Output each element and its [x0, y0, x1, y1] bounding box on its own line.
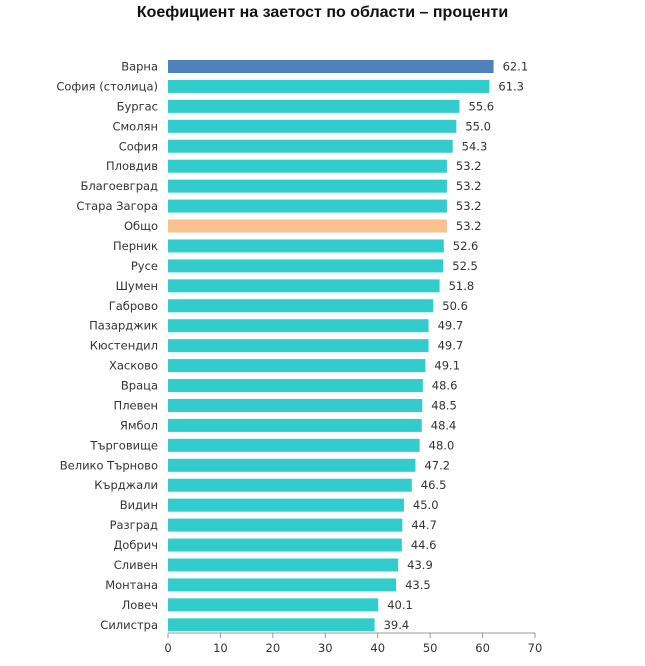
- bar: [168, 618, 375, 632]
- x-tick-label: 10: [213, 641, 228, 655]
- bar: [168, 299, 434, 313]
- bar: [168, 438, 420, 452]
- bar: [168, 79, 490, 93]
- data-label: 49.1: [434, 359, 460, 373]
- bar: [168, 518, 403, 532]
- data-label: 48.5: [431, 398, 457, 412]
- bar: [168, 119, 457, 133]
- data-label: 47.2: [424, 458, 450, 472]
- x-tick-label: 30: [318, 641, 333, 655]
- data-label: 44.7: [411, 518, 437, 532]
- data-label: 62.1: [503, 60, 529, 74]
- x-tick-label: 50: [423, 641, 438, 655]
- data-label: 53.2: [456, 219, 482, 233]
- bar: [168, 179, 447, 193]
- bar: [168, 199, 447, 213]
- bar: [168, 398, 423, 412]
- data-label: 53.2: [456, 179, 482, 193]
- data-label: 39.4: [384, 618, 410, 632]
- data-label: 51.8: [449, 279, 475, 293]
- category-label: София (столица): [56, 79, 158, 93]
- bar: [168, 359, 426, 373]
- category-label: Варна: [121, 60, 158, 74]
- category-label: Ямбол: [120, 418, 158, 432]
- category-label: Перник: [113, 239, 158, 253]
- category-label: София: [119, 139, 158, 153]
- data-label: 52.5: [452, 259, 478, 273]
- x-tick-label: 40: [370, 641, 385, 655]
- category-label: Общо: [124, 219, 158, 233]
- data-label: 48.0: [429, 438, 455, 452]
- data-label: 49.7: [438, 339, 464, 353]
- bar: [168, 558, 399, 572]
- category-label: Стара Загора: [76, 199, 158, 213]
- category-label: Кюстендил: [90, 339, 158, 353]
- bar: [168, 578, 397, 592]
- data-label: 43.5: [405, 578, 431, 592]
- category-label: Шумен: [116, 279, 158, 293]
- category-label: Бургас: [117, 99, 158, 113]
- data-label: 55.6: [469, 99, 495, 113]
- category-label: Русе: [131, 259, 158, 273]
- bar: [168, 99, 460, 113]
- bar: [168, 259, 444, 273]
- bar: [168, 379, 423, 393]
- x-tick-label: 60: [475, 641, 490, 655]
- category-label: Смолян: [112, 119, 158, 133]
- data-label: 61.3: [498, 79, 524, 93]
- category-label: Кърджали: [94, 478, 158, 492]
- data-label: 53.2: [456, 199, 482, 213]
- x-tick-label: 20: [266, 641, 281, 655]
- bar: [168, 498, 404, 512]
- category-label: Габрово: [109, 299, 158, 313]
- data-label: 46.5: [421, 478, 447, 492]
- bar: [168, 458, 416, 472]
- x-tick-label: 70: [528, 641, 543, 655]
- data-label: 54.3: [462, 139, 488, 153]
- category-label: Ловеч: [122, 598, 158, 612]
- category-label: Благоевград: [80, 179, 158, 193]
- bar: [168, 538, 402, 552]
- data-label: 53.2: [456, 159, 482, 173]
- category-label: Сливен: [114, 558, 158, 572]
- bar: [168, 279, 440, 293]
- data-label: 43.9: [407, 558, 433, 572]
- bar: [168, 319, 429, 333]
- bar: [168, 418, 422, 432]
- x-tick-label: 0: [164, 641, 171, 655]
- bar: [168, 219, 447, 233]
- category-label: Търговище: [89, 438, 158, 452]
- data-label: 52.6: [453, 239, 479, 253]
- category-label: Монтана: [105, 578, 158, 592]
- chart-title: Коефициент на заетост по области – проце…: [136, 4, 509, 21]
- bar: [168, 239, 444, 253]
- bar: [168, 339, 429, 353]
- bar: [168, 159, 447, 173]
- data-label: 40.1: [387, 598, 413, 612]
- category-label: Хасково: [109, 359, 158, 373]
- category-label: Плевен: [114, 398, 158, 412]
- category-label: Враца: [121, 379, 158, 393]
- data-label: 49.7: [438, 319, 464, 333]
- category-label: Видин: [120, 498, 158, 512]
- bar: [168, 598, 379, 612]
- bar: [168, 478, 412, 492]
- data-label: 44.6: [411, 538, 437, 552]
- data-label: 55.0: [465, 119, 491, 133]
- bar: [168, 139, 453, 153]
- bar: [168, 60, 494, 73]
- category-label: Добрич: [113, 538, 158, 552]
- category-label: Разград: [110, 518, 158, 532]
- data-label: 45.0: [413, 498, 439, 512]
- category-label: Пловдив: [106, 159, 158, 173]
- data-label: 50.6: [442, 299, 468, 313]
- category-label: Пазарджик: [89, 319, 158, 333]
- category-label: Силистра: [100, 618, 158, 632]
- data-label: 48.4: [431, 418, 457, 432]
- data-label: 48.6: [432, 379, 458, 393]
- category-label: Велико Търново: [60, 458, 158, 472]
